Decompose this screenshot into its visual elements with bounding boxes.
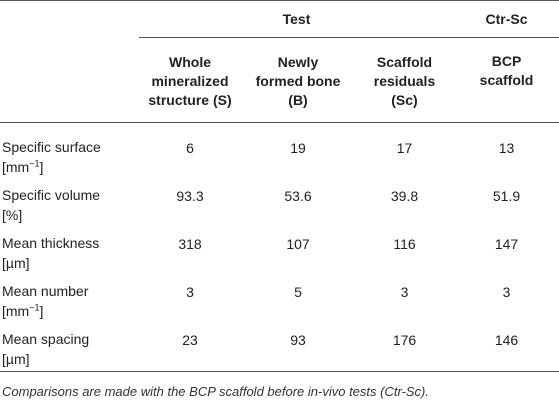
table-cell: 3	[400, 284, 409, 300]
table-cell: 147	[494, 236, 519, 252]
results-table: Test Ctr-Sc Whole mineralized structure …	[0, 0, 559, 371]
table-cell: 318	[178, 236, 202, 252]
table-cell: 176	[392, 332, 417, 348]
table-cell: 23	[182, 332, 198, 348]
table-cell: 17	[396, 140, 413, 156]
table-cell: 6	[186, 140, 194, 156]
row-label-header	[0, 38, 139, 123]
table-cell: 5	[294, 284, 302, 300]
table-cell: 3	[502, 284, 511, 300]
table-row: Mean number [mm−1] 3 5 3 3	[0, 273, 559, 321]
table-cell: 146	[494, 332, 519, 348]
table-row: Mean thickness [µm] 318 107 116 147	[0, 225, 559, 273]
corner-cell	[0, 1, 139, 38]
table-cell: 93	[290, 332, 306, 348]
column-header-whole-structure: Whole mineralized structure (S)	[148, 53, 232, 108]
column-header-scaffold-residuals: Scaffold residuals (Sc)	[373, 53, 436, 108]
table-cell: 53.6	[284, 188, 312, 204]
row-label: Mean thickness [µm]	[2, 235, 100, 271]
table-cell: 39.8	[390, 188, 419, 204]
column-header-row: Whole mineralized structure (S) Newly fo…	[0, 38, 559, 123]
table-cell: 51.9	[492, 188, 521, 204]
row-label: Mean spacing [µm]	[2, 331, 90, 367]
group-header-test: Test	[139, 0, 454, 38]
table-row: Specific volume [%] 93.3 53.6 39.8 51.9	[0, 177, 559, 225]
row-label: Specific surface [mm−1]	[2, 139, 101, 175]
table-cell: 93.3	[176, 188, 204, 204]
group-header-ctr-sc: Ctr-Sc	[454, 0, 559, 38]
table-row: Mean spacing [µm] 23 93 176 146	[0, 321, 559, 371]
table-cell: 107	[286, 236, 310, 252]
column-header-bcp-scaffold: BCP scaffold	[479, 53, 534, 88]
group-header-row: Test Ctr-Sc	[0, 0, 559, 38]
table-row: Specific surface [mm−1] 6 19 17 13	[0, 123, 559, 178]
table-footnote: Comparisons are made with the BCP scaffo…	[2, 384, 429, 399]
table-cell: 19	[290, 140, 306, 156]
table-cell: 3	[186, 284, 194, 300]
row-label: Mean number [mm−1]	[2, 283, 89, 319]
table-cell: 13	[498, 140, 515, 156]
column-header-newly-formed-bone: Newly formed bone (B)	[255, 53, 341, 108]
row-label: Specific volume [%]	[2, 187, 101, 223]
table-cell: 116	[393, 236, 416, 252]
